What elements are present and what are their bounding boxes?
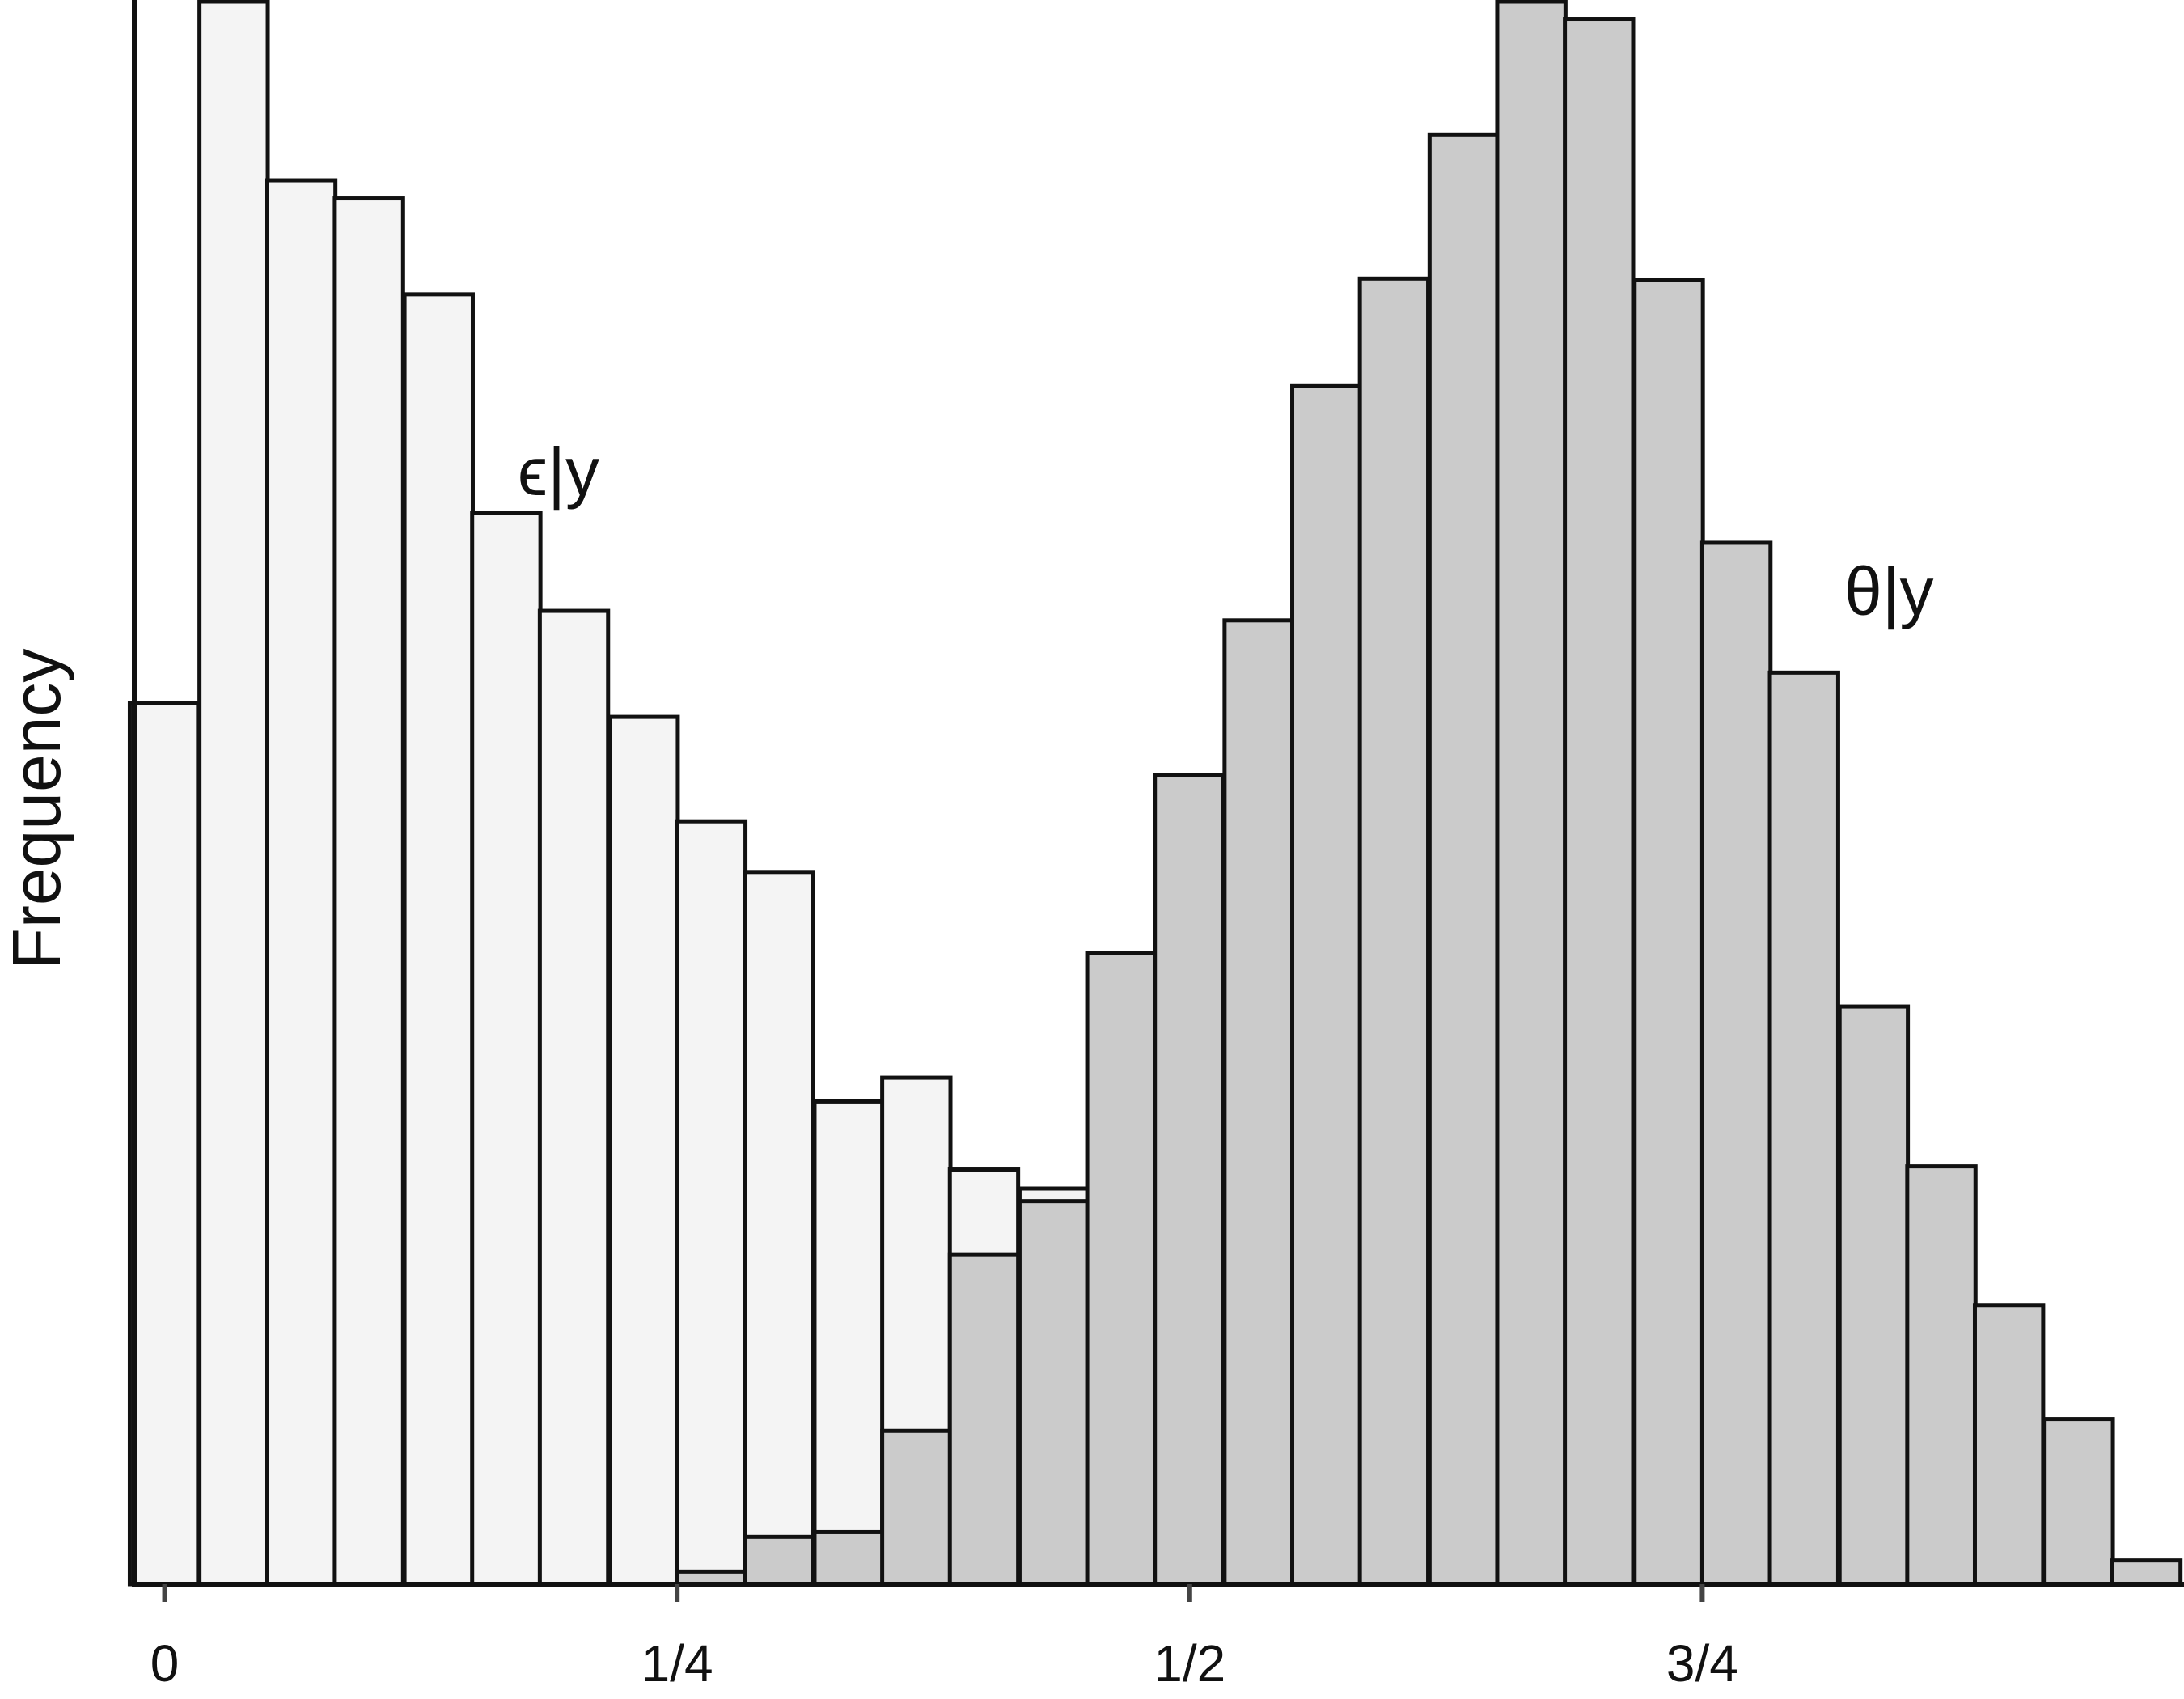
epsilon-bar: [607, 714, 680, 1587]
theta-bar: [1563, 17, 1636, 1587]
theta-bar: [2110, 1558, 2183, 1587]
theta-bar: [1972, 1303, 2046, 1587]
epsilon-annotation: ϵ|y: [518, 434, 599, 510]
epsilon-bar: [332, 196, 405, 1587]
theta-bar: [2042, 1417, 2115, 1587]
theta-bar: [880, 1428, 953, 1587]
epsilon-bar: [470, 511, 543, 1587]
epsilon-bars: [127, 0, 1636, 1587]
theta-bar: [1290, 383, 1363, 1587]
epsilon-bar: [743, 870, 815, 1587]
epsilon-bar: [402, 292, 475, 1587]
theta-bar: [812, 1529, 885, 1587]
theta-bar: [1222, 618, 1295, 1587]
epsilon-bar: [537, 608, 611, 1587]
epsilon-bar: [812, 1099, 885, 1587]
theta-bar: [1153, 773, 1225, 1587]
y-axis-label: Frequency: [0, 649, 74, 970]
theta-bar: [1085, 951, 1158, 1587]
theta-bar: [947, 1252, 1021, 1587]
theta-bar: [1905, 1164, 1978, 1587]
x-tick-label: 0: [150, 1634, 180, 1693]
theta-bar: [1767, 670, 1840, 1587]
theta-bar: [1427, 132, 1500, 1587]
theta-bar: [1017, 1199, 1090, 1587]
x-ticks: 0 1/4 1/2 3/4: [150, 1584, 1738, 1693]
epsilon-bar: [127, 701, 201, 1587]
theta-bar: [1357, 276, 1431, 1587]
x-tick-label: 1/2: [1153, 1634, 1225, 1693]
theta-bar: [1632, 278, 1705, 1587]
theta-bar: [1495, 0, 1568, 1587]
x-tick-label: 1/4: [641, 1634, 713, 1693]
theta-bar: [743, 1534, 815, 1587]
epsilon-bar: [197, 0, 270, 1587]
theta-bar: [1699, 540, 1773, 1587]
x-tick-label: 3/4: [1666, 1634, 1738, 1693]
epsilon-bar: [265, 178, 338, 1587]
theta-bar: [1837, 1004, 1911, 1587]
epsilon-bar: [675, 819, 748, 1587]
theta-annotation: θ|y: [1844, 553, 1934, 629]
